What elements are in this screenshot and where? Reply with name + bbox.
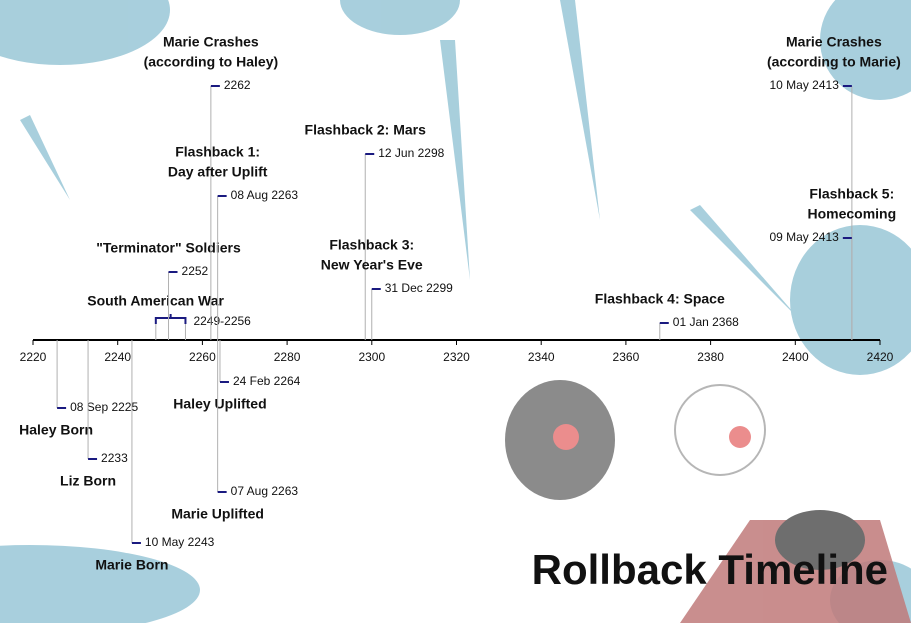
event-title: Flashback 5:	[809, 186, 894, 202]
event-title: New Year's Eve	[321, 257, 423, 273]
character-sketch	[505, 380, 911, 623]
x-tick-label: 2300	[358, 350, 385, 364]
event-title: Haley Born	[19, 422, 93, 438]
event-date: 09 May 2413	[769, 230, 839, 244]
x-tick-label: 2220	[20, 350, 47, 364]
event-title: Marie Born	[95, 557, 168, 573]
x-tick-label: 2320	[443, 350, 470, 364]
x-tick-label: 2360	[613, 350, 640, 364]
event-title: "Terminator" Soldiers	[96, 240, 241, 256]
event-title: Marie Crashes	[786, 34, 882, 50]
event-title: Flashback 2: Mars	[305, 122, 427, 138]
event-title: Marie Uplifted	[171, 506, 264, 522]
event-title: Flashback 1:	[175, 144, 260, 160]
x-tick-label: 2280	[274, 350, 301, 364]
event-title: Flashback 4: Space	[595, 291, 725, 307]
event-date: 2233	[101, 451, 128, 465]
chart-title: Rollback Timeline	[532, 546, 888, 593]
range-bracket	[154, 314, 187, 324]
x-tick-label: 2380	[697, 350, 724, 364]
event-date: 12 Jun 2298	[378, 146, 444, 160]
event-date: 31 Dec 2299	[385, 281, 453, 295]
event-title: (according to Marie)	[767, 54, 901, 70]
event-title: Flashback 3:	[329, 237, 414, 253]
event-title: (according to Haley)	[144, 54, 279, 70]
event-date: 10 May 2413	[769, 78, 839, 92]
x-tick-label: 2240	[104, 350, 131, 364]
event-title: South American War	[87, 293, 224, 309]
event-title: Homecoming	[807, 206, 896, 222]
event-date: 01 Jan 2368	[673, 315, 739, 329]
event-title: Day after Uplift	[168, 164, 268, 180]
event-title: Liz Born	[60, 473, 116, 489]
event-date: 24 Feb 2264	[233, 374, 301, 388]
x-tick-label: 2340	[528, 350, 555, 364]
x-tick-label: 2400	[782, 350, 809, 364]
event-date: 08 Aug 2263	[231, 188, 299, 202]
event-title: Marie Crashes	[163, 34, 259, 50]
event-title: Haley Uplifted	[173, 396, 266, 412]
event-date: 10 May 2243	[145, 535, 215, 549]
event-date: 2262	[224, 78, 251, 92]
event-date: 08 Sep 2225	[70, 400, 138, 414]
event-date: 2249-2256	[193, 314, 251, 328]
x-tick-label: 2260	[189, 350, 216, 364]
x-tick-label: 2420	[867, 350, 894, 364]
event-date: 2252	[182, 264, 209, 278]
event-date: 07 Aug 2263	[231, 484, 299, 498]
